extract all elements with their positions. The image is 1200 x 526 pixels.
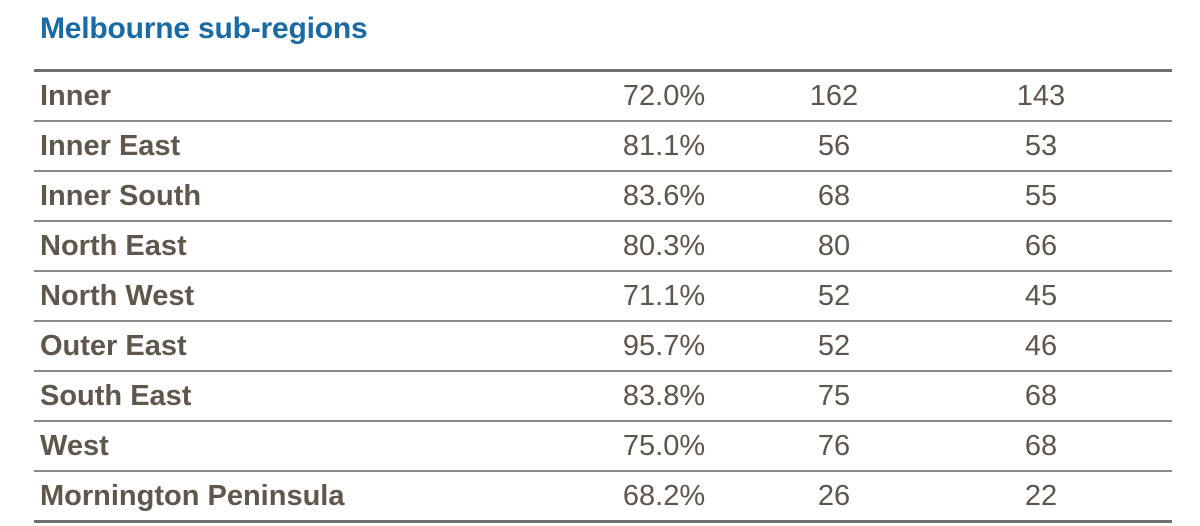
region-value-2: 68 — [1024, 380, 1058, 412]
region-value-2: 66 — [1024, 230, 1058, 262]
table-row: Inner 72.0% 162 143 — [34, 72, 1172, 122]
region-percentage: 72.0% — [622, 80, 706, 112]
region-value-2: 45 — [1024, 280, 1058, 312]
region-value-1: 68 — [817, 180, 851, 212]
region-percentage: 80.3% — [622, 230, 706, 262]
table-top-rule — [34, 69, 1172, 72]
region-percentage: 95.7% — [622, 330, 706, 362]
region-name: West — [40, 430, 109, 462]
region-value-1: 52 — [817, 330, 851, 362]
region-value-2: 46 — [1024, 330, 1058, 362]
region-percentage: 71.1% — [622, 280, 706, 312]
region-percentage: 75.0% — [622, 430, 706, 462]
region-name: North West — [40, 280, 195, 312]
region-name: Inner East — [40, 130, 181, 162]
region-name: Mornington Peninsula — [40, 480, 345, 512]
region-value-2: 68 — [1024, 430, 1058, 462]
region-value-1: 26 — [817, 480, 851, 512]
region-value-1: 75 — [817, 380, 851, 412]
region-name: Inner — [40, 80, 111, 112]
region-percentage: 83.8% — [622, 380, 706, 412]
subregion-table: Inner 72.0% 162 143 Inner East 81.1% 56 … — [34, 72, 1172, 523]
region-percentage: 81.1% — [622, 130, 706, 162]
region-name: Inner South — [40, 180, 202, 212]
region-percentage: 83.6% — [622, 180, 706, 212]
table-row: Inner East 81.1% 56 53 — [34, 122, 1172, 172]
table-title: Melbourne sub-regions — [40, 12, 368, 45]
region-percentage: 68.2% — [622, 480, 706, 512]
region-name: North East — [40, 230, 187, 262]
table-row: Mornington Peninsula 68.2% 26 22 — [34, 472, 1172, 523]
region-value-1: 56 — [817, 130, 851, 162]
region-value-1: 80 — [817, 230, 851, 262]
region-name: South East — [40, 380, 192, 412]
region-value-2: 22 — [1024, 480, 1058, 512]
table-row: West 75.0% 76 68 — [34, 422, 1172, 472]
region-value-2: 53 — [1024, 130, 1058, 162]
region-value-1: 52 — [817, 280, 851, 312]
region-value-1: 76 — [817, 430, 851, 462]
table-row: North West 71.1% 52 45 — [34, 272, 1172, 322]
table-row: North East 80.3% 80 66 — [34, 222, 1172, 272]
table-row: Outer East 95.7% 52 46 — [34, 322, 1172, 372]
table-row: South East 83.8% 75 68 — [34, 372, 1172, 422]
table-row: Inner South 83.6% 68 55 — [34, 172, 1172, 222]
region-value-2: 55 — [1024, 180, 1058, 212]
region-value-2: 143 — [1016, 80, 1066, 112]
region-value-1: 162 — [809, 80, 859, 112]
region-name: Outer East — [40, 330, 187, 362]
